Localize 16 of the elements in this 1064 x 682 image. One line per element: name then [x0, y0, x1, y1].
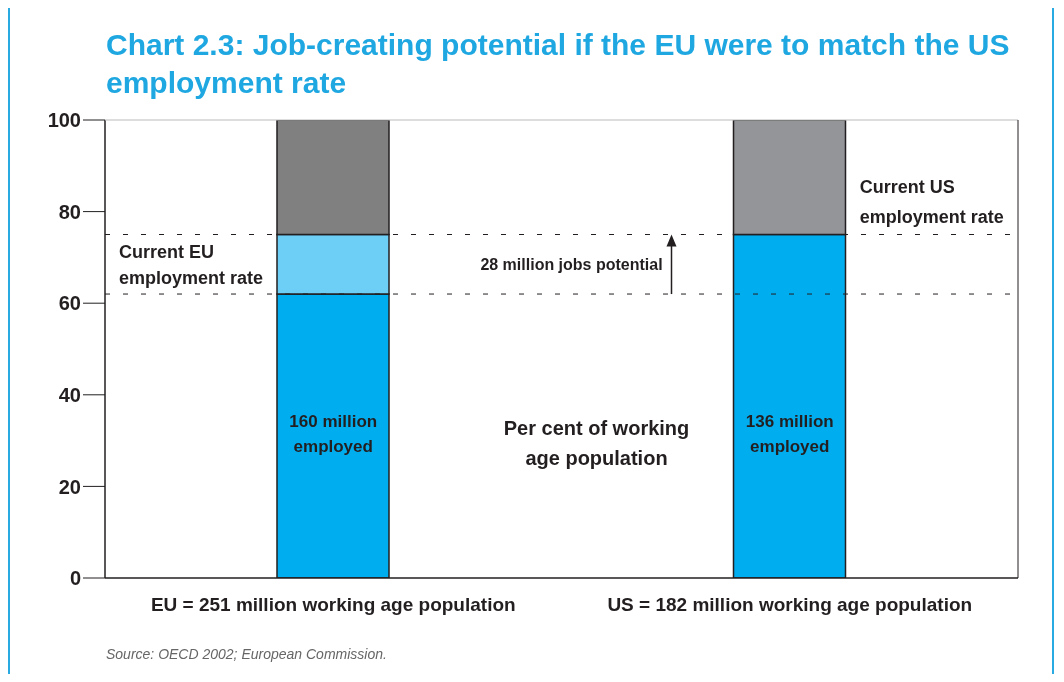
y-tick-label: 80: [58, 200, 81, 223]
y-tick-label: 60: [58, 292, 81, 315]
y-tick-label: 0: [69, 567, 81, 590]
annotation: 28 million jobs potential: [480, 256, 663, 274]
x-tick-label: US = 182 million working age population: [607, 594, 973, 616]
y-tick-label: 40: [58, 383, 81, 406]
annotation: 160 million employed: [289, 411, 378, 456]
y-axis-title: Per cent of working age population: [503, 416, 690, 469]
chart-title: Chart 2.3: Job-creating potential if the EU were to match the US employment rate: [106, 27, 1011, 101]
y-tick-label: 20: [58, 475, 81, 498]
x-tick-label: EU = 251 million working age population: [150, 594, 516, 616]
ref-line-label: Current EU employment rate: [119, 242, 264, 289]
annotation: 136 million employed: [745, 411, 834, 456]
source-note: Source: OECD 2002; European Commission.: [106, 646, 387, 662]
y-tick-label: 100: [47, 109, 81, 132]
ref-line-label: Current US employment rate: [859, 176, 1004, 227]
